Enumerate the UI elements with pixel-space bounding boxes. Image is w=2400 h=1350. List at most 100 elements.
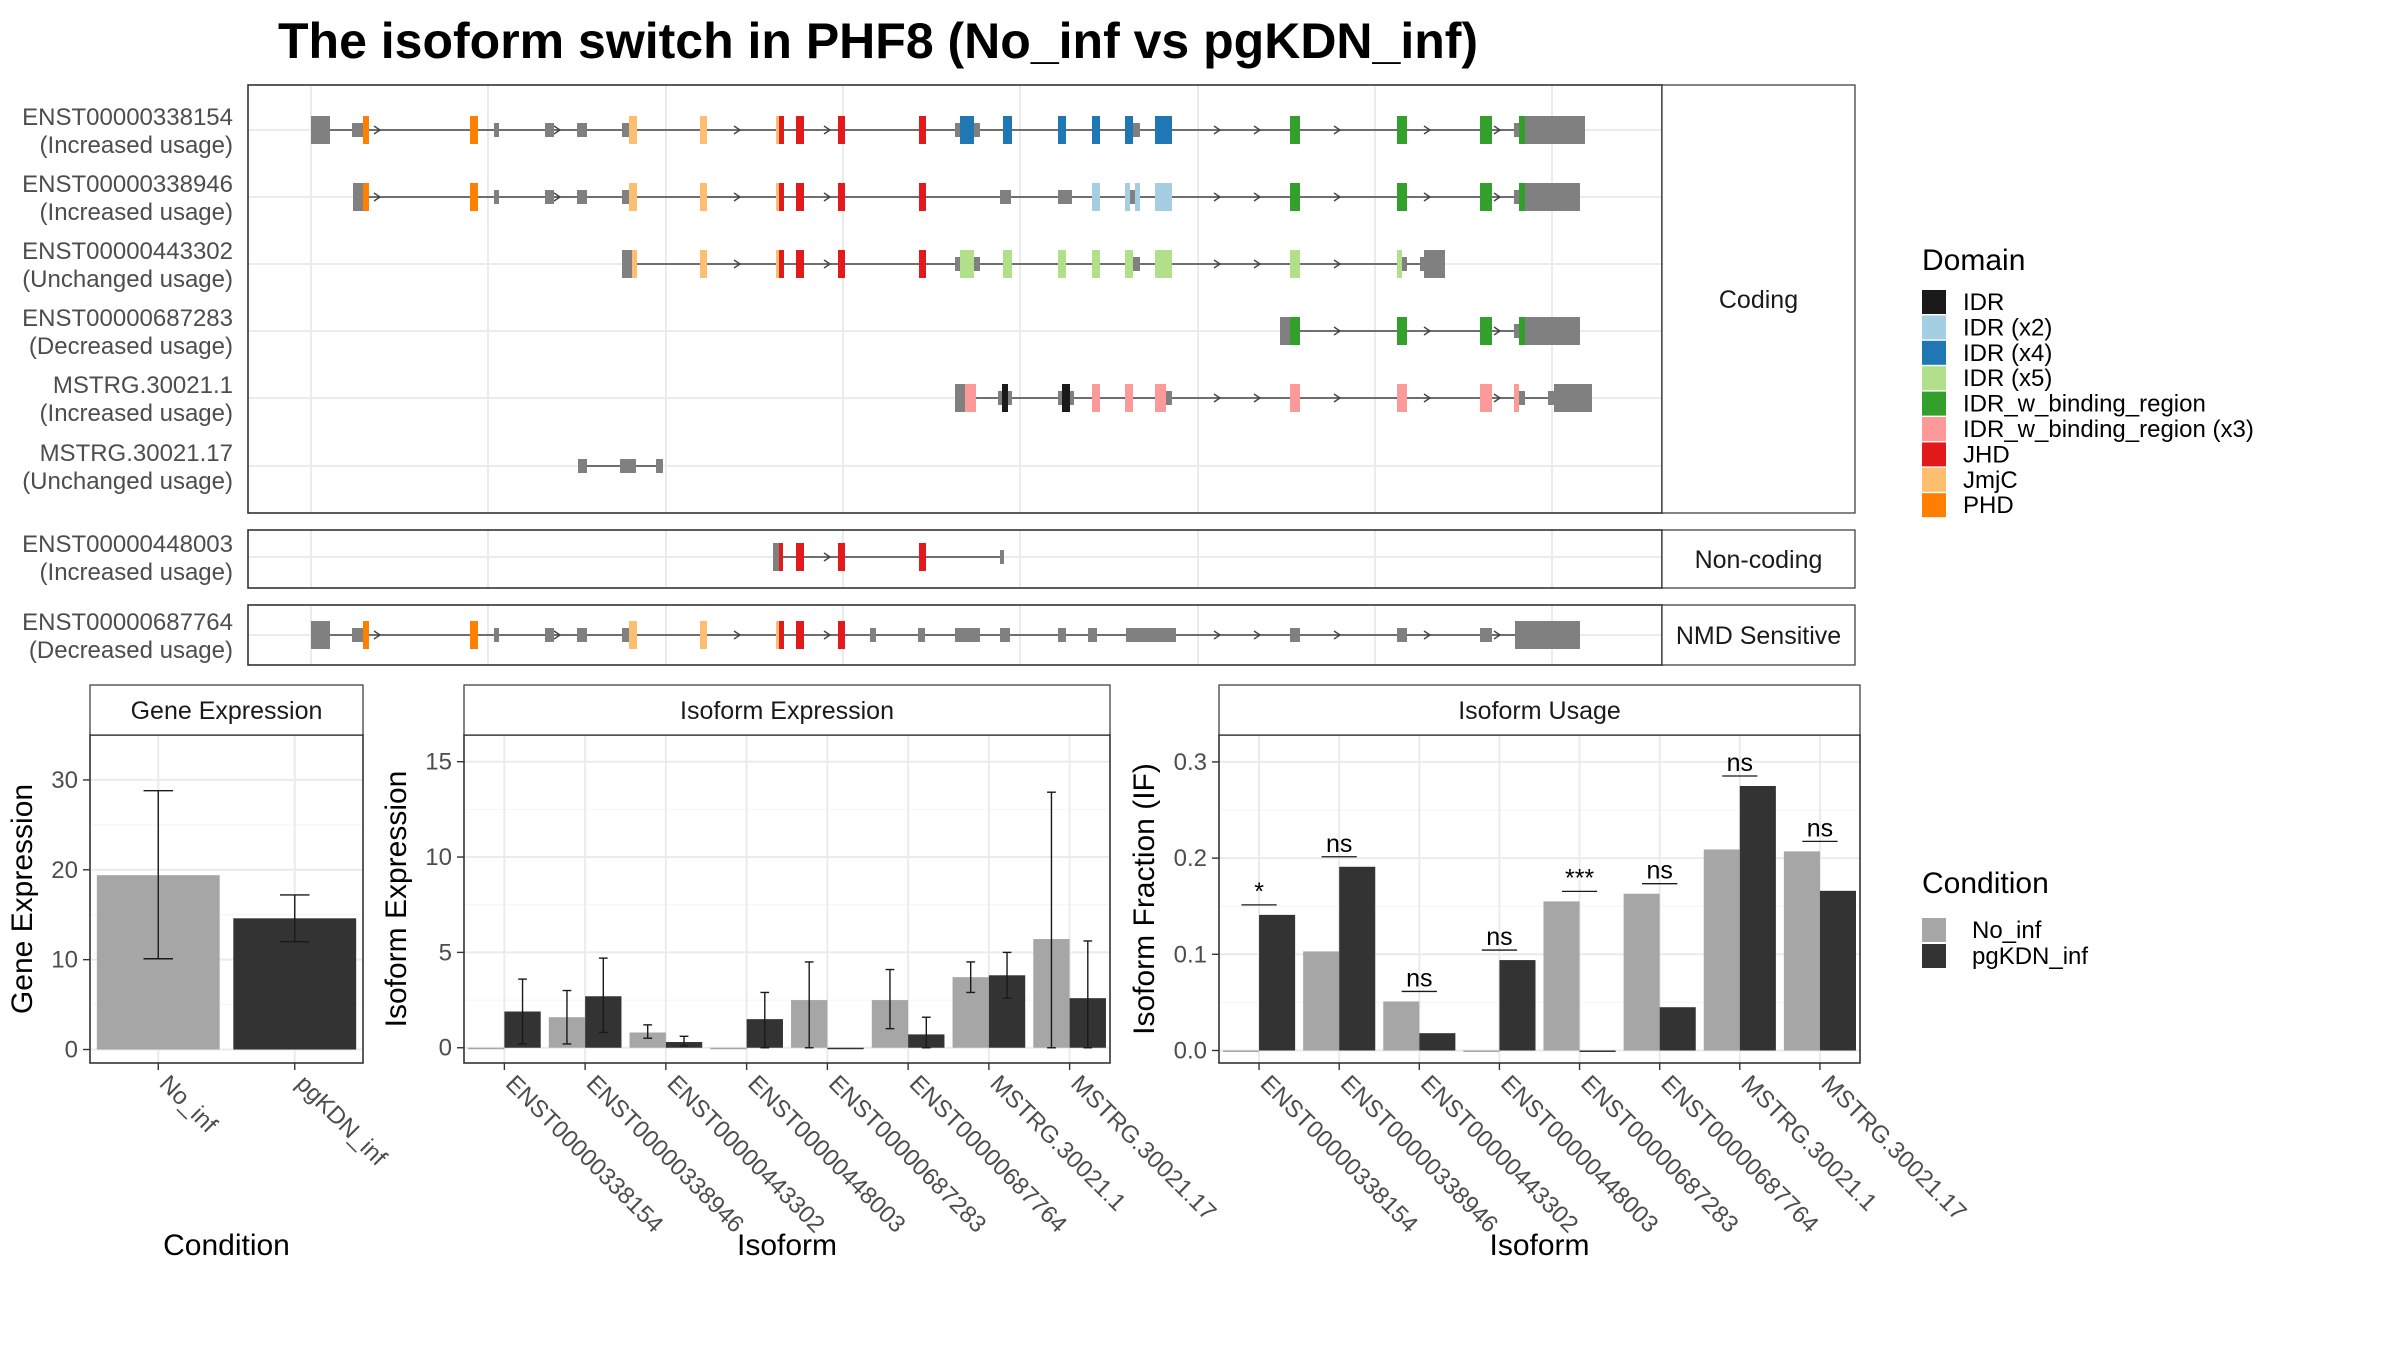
x-tick-label: ENST00000338946	[581, 1070, 749, 1238]
exon-domain	[1397, 183, 1407, 211]
direction-arrow	[733, 125, 742, 135]
bar	[1419, 1033, 1456, 1051]
direction-arrow	[1423, 326, 1432, 336]
direction-arrow	[733, 259, 742, 269]
direction-arrow	[1423, 393, 1432, 403]
bar	[1383, 1001, 1420, 1051]
exon-domain	[700, 183, 707, 211]
isoform-label: ENST00000687283	[22, 305, 233, 332]
legend-swatch	[1922, 918, 1946, 942]
exon	[1133, 257, 1140, 271]
x-tick-label: MSTRG.30021.17	[1816, 1070, 1972, 1226]
x-axis-title: Condition	[163, 1229, 290, 1262]
exon	[622, 190, 629, 204]
exon	[311, 621, 330, 649]
exon	[998, 391, 1002, 405]
exon-domain	[796, 250, 804, 278]
bar	[1819, 890, 1856, 1051]
legend-label: IDR (x2)	[1963, 314, 2052, 341]
exon	[352, 123, 363, 137]
structure-panel-non-coding: Non-coding ENST00000448003(Increased usag…	[22, 529, 1856, 589]
exon	[1000, 190, 1011, 204]
bar	[1739, 785, 1776, 1051]
significance-label: *	[1254, 878, 1264, 906]
direction-arrow	[733, 192, 742, 202]
bar	[827, 1047, 864, 1050]
exon-domain	[1125, 183, 1130, 211]
panel-strip	[1661, 604, 1856, 666]
isoform-usage-label: (Increased usage)	[40, 400, 233, 427]
exon-domain	[470, 621, 478, 649]
exon-domain	[1092, 250, 1100, 278]
isoform-label: ENST00000338946	[22, 171, 233, 198]
significance-label: ***	[1565, 864, 1594, 892]
figure-title: The isoform switch in PHF8 (No_inf vs pg…	[278, 13, 1478, 69]
exon-domain	[960, 116, 974, 144]
significance-label: ns	[1326, 830, 1352, 858]
significance-label: ns	[1486, 923, 1512, 951]
legend-swatch	[1922, 493, 1946, 518]
isoform-label: ENST00000338154	[22, 104, 233, 131]
legend-label: IDR_w_binding_region	[1963, 391, 2206, 418]
exon-domain	[700, 621, 707, 649]
legend-label: pgKDN_inf	[1972, 943, 2088, 970]
direction-arrow	[553, 192, 562, 202]
exon-domain	[1092, 384, 1100, 412]
direction-arrow	[1493, 192, 1502, 202]
direction-arrow	[1213, 393, 1222, 403]
isoform-track-ENST00000338154	[311, 116, 1585, 144]
exon-domain	[1002, 384, 1008, 412]
legend-swatch	[1922, 417, 1946, 441]
direction-arrow	[1423, 192, 1432, 202]
exon-domain	[1125, 116, 1133, 144]
structure-panel-nmd-sensitive: NMD Sensitive ENST00000687764(Decreased u…	[22, 604, 1856, 666]
direction-arrow	[1253, 393, 1262, 403]
isoform-track-MSTRG.30021.17	[578, 459, 663, 473]
direction-arrow	[1253, 125, 1262, 135]
exon	[311, 116, 330, 144]
isoform-usage-chart: * ns ns ns *** ns ns ns Isoform Usage 0.0 0.1 0.2 0.…	[1128, 684, 1972, 1262]
exon-domain	[629, 183, 637, 211]
exon-domain	[1058, 250, 1066, 278]
bar	[468, 1047, 505, 1050]
exon-domain	[1135, 183, 1140, 211]
direction-arrow	[1253, 630, 1262, 640]
significance-label: ns	[1406, 964, 1432, 992]
exon-domain	[700, 250, 707, 278]
bar	[1303, 951, 1340, 1051]
exon	[1402, 257, 1407, 271]
exon	[1397, 628, 1407, 642]
exon-domain	[1514, 384, 1519, 412]
exon	[1480, 628, 1492, 642]
x-tick-label: MSTRG.30021.1	[985, 1070, 1131, 1216]
direction-arrow	[1333, 630, 1342, 640]
y-tick-label: 0.1	[1174, 941, 1207, 968]
x-axis-title: Isoform	[737, 1229, 837, 1262]
x-tick-label: ENST00000448003	[742, 1070, 910, 1238]
domain-legend-title: Domain	[1922, 244, 2025, 277]
exon	[1548, 391, 1554, 405]
exon	[1133, 123, 1140, 137]
exon-domain	[1519, 116, 1525, 144]
exon-domain	[1092, 116, 1100, 144]
exon	[1008, 391, 1012, 405]
bar	[1623, 893, 1660, 1051]
isoform-usage-label: (Increased usage)	[40, 559, 233, 586]
exon-domain	[965, 384, 976, 412]
exon	[1514, 190, 1519, 204]
direction-arrow	[1213, 630, 1222, 640]
legend-swatch	[1922, 366, 1946, 391]
panel-strip	[463, 684, 1111, 736]
exon	[955, 257, 960, 271]
exon-domain	[1155, 183, 1172, 211]
isoform-usage-label: (Increased usage)	[40, 132, 233, 159]
isoform-usage-label: (Decreased usage)	[29, 637, 233, 664]
x-tick-label: ENST00000687283	[823, 1070, 991, 1238]
exon-domain	[1519, 183, 1525, 211]
y-axis-title: Gene Expression	[6, 784, 39, 1014]
exon-domain	[1092, 183, 1100, 211]
exon-domain	[1290, 384, 1300, 412]
